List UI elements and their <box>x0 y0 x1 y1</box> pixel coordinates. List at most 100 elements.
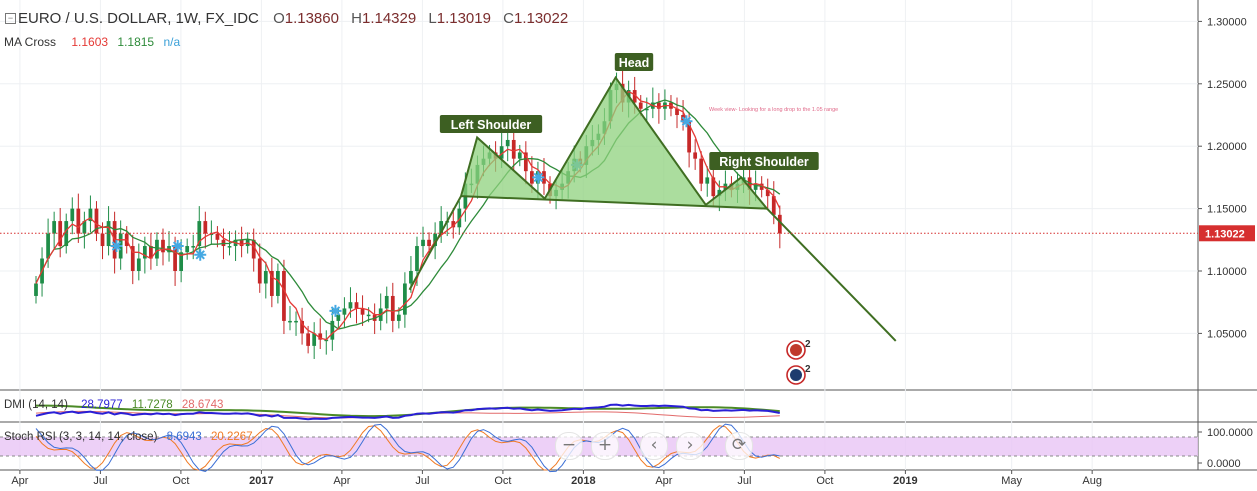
open-value: 1.13860 <box>284 10 339 27</box>
event-marker-flag <box>790 369 802 381</box>
candle-body <box>457 208 462 228</box>
low-value: 1.13019 <box>436 10 491 27</box>
candle-body <box>439 221 444 234</box>
scroll-left-button[interactable]: ‹ <box>640 432 668 460</box>
candle-body <box>384 295 389 309</box>
collapse-icon[interactable]: − <box>5 13 16 24</box>
right-shoulder-label: Right Shoulder <box>719 155 809 169</box>
zoom-in-button[interactable]: + <box>591 432 619 460</box>
dmi-label: DMI (14, 14) <box>4 399 68 411</box>
symbol-title: EURO / U.S. DOLLAR, 1W, FX_IDC <box>18 10 259 27</box>
candle-body <box>215 233 220 240</box>
candle-body <box>330 320 335 340</box>
high-value: 1.14329 <box>361 10 417 27</box>
candle-body <box>100 233 105 247</box>
candle-body <box>415 246 419 271</box>
candle-body <box>179 252 184 271</box>
candle-body <box>185 246 190 253</box>
candle-body <box>155 239 159 259</box>
x-tick-label: Oct <box>816 475 833 487</box>
candle-body <box>530 171 534 184</box>
ma-cross-marker <box>171 240 184 253</box>
candle-body <box>693 152 698 159</box>
candle-body <box>451 221 456 228</box>
chart-header: EURO / U.S. DOLLAR, 1W, FX_IDC O1.13860 … <box>4 10 568 27</box>
stoch-tick-label: 100.0000 <box>1207 427 1253 439</box>
candle-body <box>699 158 704 184</box>
event-marker-count: 2 <box>805 364 811 375</box>
left-shoulder-label-bg <box>439 115 543 133</box>
event-marker-count: 2 <box>805 339 811 350</box>
candle-body <box>342 308 347 315</box>
stoch-tick-label: 0.0000 <box>1207 458 1241 470</box>
dmi-minus-value: 11.7278 <box>131 399 173 411</box>
candle-body <box>239 239 244 247</box>
trend-up-line <box>408 195 462 291</box>
candle-body <box>34 283 38 296</box>
cross-star <box>110 240 123 253</box>
cross-star <box>532 171 545 184</box>
dmi-legend: DMI (14, 14) 28.7977 11.7278 28.6743 <box>4 399 223 411</box>
candle-body <box>360 308 365 315</box>
left-shoulder-label: Left Shoulder <box>451 118 532 132</box>
head-shoulders-fill <box>461 77 767 209</box>
scroll-right-button[interactable]: › <box>676 432 704 460</box>
neckline <box>460 195 767 210</box>
candle-body <box>149 246 153 259</box>
candle-body <box>203 221 208 234</box>
ma-cross-marker <box>329 304 342 317</box>
candle-body <box>777 214 782 234</box>
zoom-out-button[interactable]: − <box>555 432 583 460</box>
x-tick-label: Apr <box>655 475 672 487</box>
reset-chart-button[interactable]: ⟳ <box>725 432 753 460</box>
x-tick-label: Oct <box>172 475 189 487</box>
candle-body <box>130 246 135 271</box>
x-tick-label: 2019 <box>893 475 917 487</box>
candle-body <box>523 152 528 172</box>
ma-cross-na: n/a <box>163 35 181 49</box>
x-tick-label: 2017 <box>249 475 273 487</box>
event-marker-flag <box>790 344 802 356</box>
x-tick-label: Oct <box>494 475 511 487</box>
candle-body <box>282 271 286 321</box>
candle-body <box>318 333 323 340</box>
event-marker-icon: 2 <box>786 339 811 360</box>
candle-body <box>433 233 437 247</box>
candle-body <box>753 183 758 190</box>
candle-body <box>136 258 141 271</box>
candle-body <box>324 339 329 342</box>
ma-fast-line <box>35 90 781 341</box>
candle-body <box>269 271 274 296</box>
x-tick-label: 2018 <box>571 475 595 487</box>
stoch-k-value: 8.6943 <box>166 431 202 443</box>
x-tick-label: Aug <box>1082 475 1102 487</box>
candle-body <box>656 102 661 109</box>
y-tick-label: 1.20000 <box>1207 141 1247 153</box>
candle-body <box>517 152 522 159</box>
head-label-bg <box>614 53 654 71</box>
last-price-value: 1.13022 <box>1205 228 1245 240</box>
event-marker-icon: 2 <box>786 364 811 385</box>
ma-cross-marker <box>680 115 693 128</box>
candle-body <box>409 271 413 284</box>
x-tick-label: Jul <box>415 475 429 487</box>
candle-body <box>638 102 643 109</box>
candle-body <box>306 333 311 346</box>
candle-body <box>390 295 395 321</box>
candle-body <box>771 196 776 215</box>
candle-body <box>46 233 50 259</box>
ma-cross-legend: MA Cross 1.1603 1.1815 n/a <box>4 35 180 49</box>
y-tick-label: 1.30000 <box>1207 16 1247 28</box>
candle-body <box>52 221 57 234</box>
x-tick-label: Apr <box>11 475 28 487</box>
ma-cross-slow: 1.1815 <box>117 35 155 49</box>
dmi-plus-line <box>35 403 780 421</box>
candle-body <box>173 246 177 271</box>
adx-value: 28.6743 <box>181 399 224 411</box>
candle-body <box>312 333 317 346</box>
y-tick-label: 1.25000 <box>1207 79 1247 91</box>
candle-body <box>499 146 504 159</box>
last-price-tag <box>1199 225 1255 242</box>
ohlc-values: O1.13860 H1.14329 L1.13019 C1.13022 <box>273 10 569 27</box>
